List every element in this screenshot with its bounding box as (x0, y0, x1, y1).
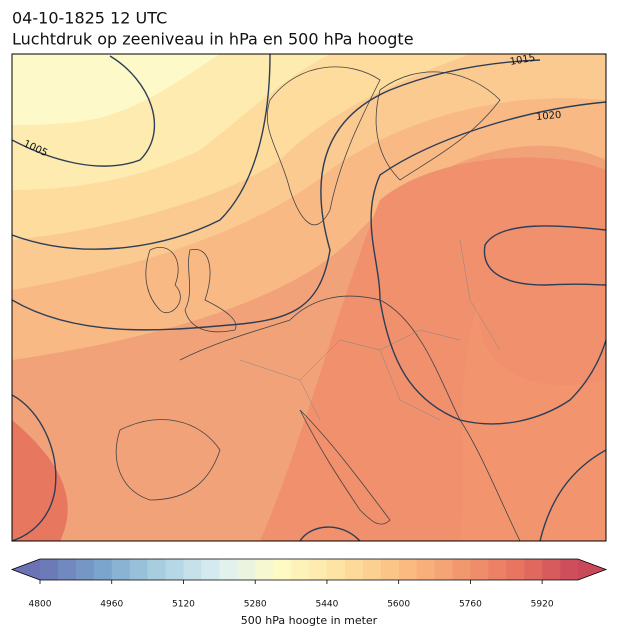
colorbar-band (416, 559, 435, 580)
title: 04-10-1825 12 UTC (12, 9, 167, 28)
isobar-label: 1020 (536, 110, 562, 123)
colorbar-outline (10, 558, 608, 581)
colorbar-tick-label: 5120 (172, 600, 195, 610)
colorbar-band (309, 559, 328, 580)
colorbar-band (165, 559, 184, 580)
colorbar-band (111, 559, 130, 580)
colorbar-band (237, 559, 256, 580)
colorbar-tick-label: 5600 (387, 600, 410, 610)
colorbar-tick-label: 5280 (244, 600, 267, 610)
colorbar-band (291, 559, 310, 580)
map: 1005 1015 1020 (12, 53, 606, 541)
colorbar-band (362, 559, 382, 580)
colorbar-band (470, 559, 489, 580)
colorbar-band (273, 559, 292, 580)
colorbar-band (434, 559, 453, 580)
colorbar-label: 500 hPa hoogte in meter (241, 614, 378, 627)
colorbar-band (542, 559, 561, 580)
colorbar-band (75, 559, 95, 580)
isobar-label: 1015 (509, 53, 536, 68)
colorbar-band (560, 559, 579, 580)
colorbar-band (57, 559, 77, 580)
colorbar-band (452, 559, 471, 580)
colorbar-band (129, 559, 148, 580)
colorbar-band (219, 559, 238, 580)
colorbar-band (380, 559, 399, 580)
colorbar-tick-label: 5920 (531, 600, 554, 610)
colorbar-band (488, 559, 507, 580)
colorbar-band (326, 559, 346, 580)
map-frame (11, 53, 607, 542)
colorbar-extend-low (12, 559, 40, 580)
colorbar-tick-label: 4800 (29, 600, 52, 610)
colorbar-tick-label: 5760 (459, 600, 482, 610)
colorbar-band (201, 559, 220, 580)
colorbar-band (398, 559, 417, 580)
colorbar-band (147, 559, 166, 580)
colorbar-band (255, 559, 274, 580)
colorbar: 4800 4960 5120 5280 5440 5600 5760 5920 (10, 558, 608, 610)
colorbar-tick-label: 4960 (100, 600, 123, 610)
colorbar-band (40, 559, 59, 580)
colorbar-band (524, 559, 543, 580)
colorbar-band (183, 559, 202, 580)
colorbar-extend-high (578, 559, 606, 580)
colorbar-band (93, 559, 113, 580)
colorbar-band (506, 559, 525, 580)
colorbar-band (344, 559, 364, 580)
subtitle: Luchtdruk op zeeniveau in hPa en 500 hPa… (12, 30, 414, 49)
colorbar-tick-label: 5440 (315, 600, 338, 610)
